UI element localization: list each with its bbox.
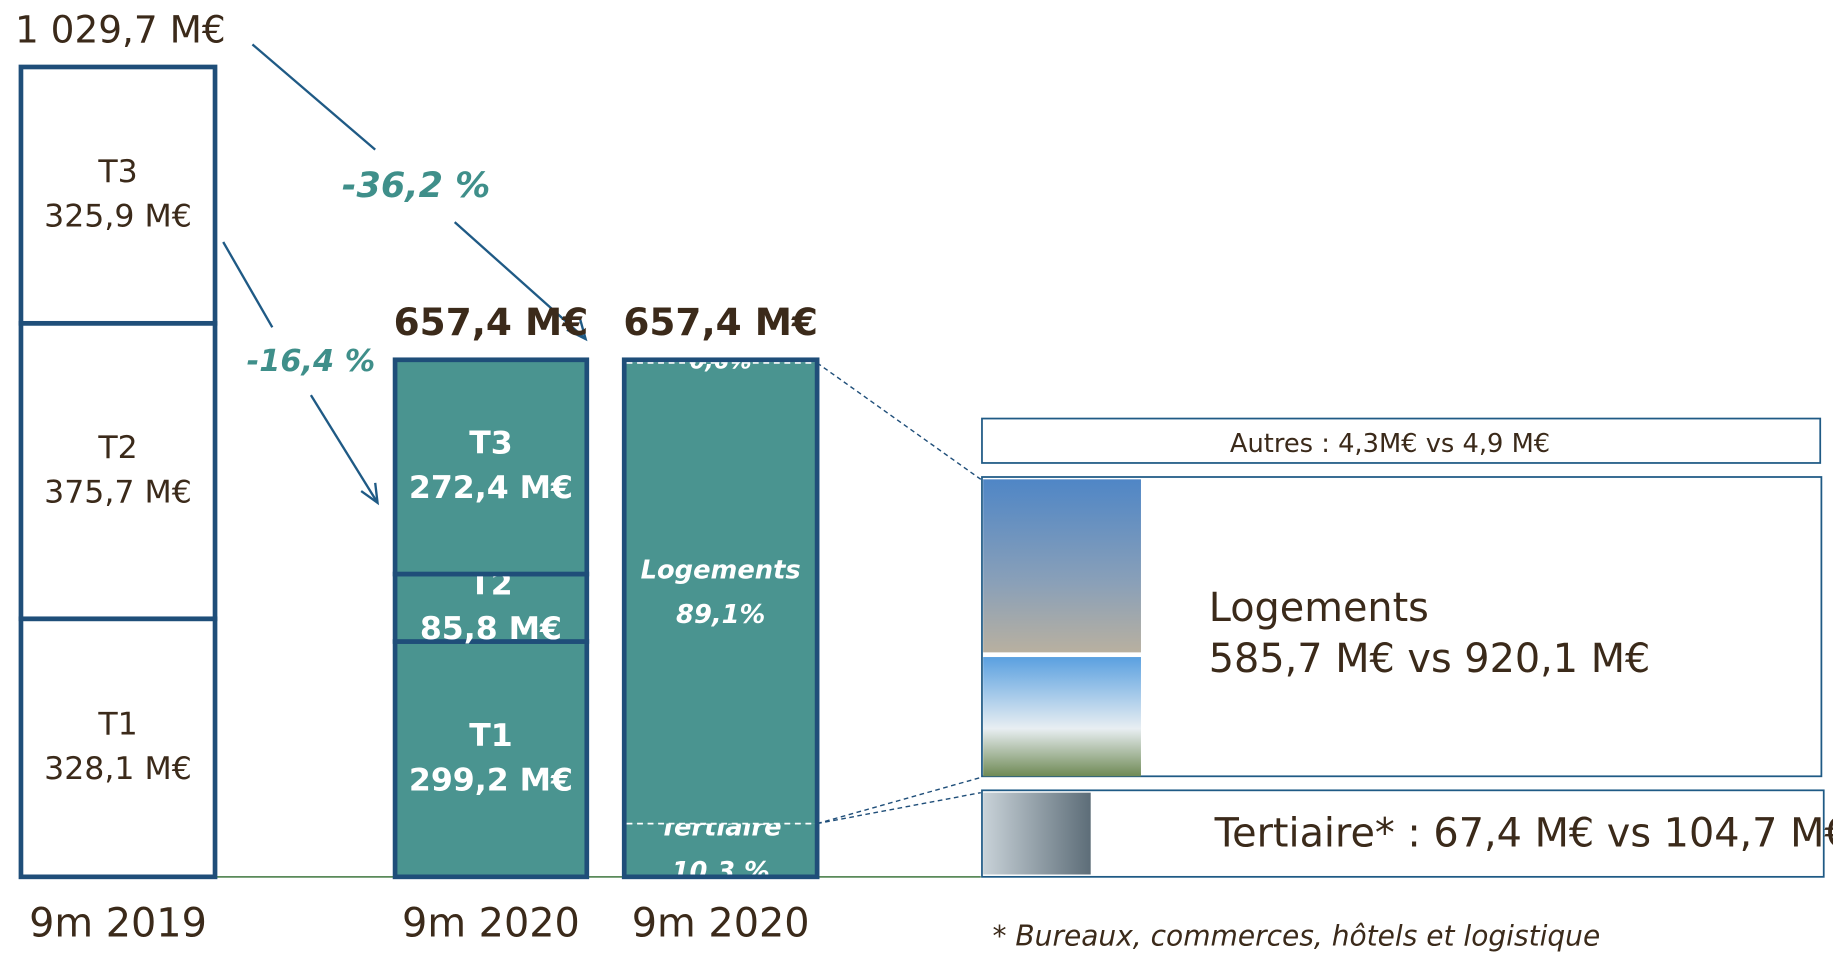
footnote: * Bureaux, commerces, hôtels et logistiq… <box>992 920 1600 953</box>
segment-value: 85,8 M€ <box>420 611 562 647</box>
bar-outline <box>621 357 820 880</box>
bar-segment <box>392 571 590 644</box>
segment-value: 10,3 % <box>672 857 770 887</box>
tertiaire-box <box>981 789 1825 878</box>
bar-segment <box>18 616 218 880</box>
annotation: -36,2 % <box>342 165 490 206</box>
connector <box>816 791 981 825</box>
x-tick-label: 9m 2020 <box>632 900 810 946</box>
autres-box <box>981 417 1822 464</box>
logements-box <box>981 476 1823 778</box>
photo <box>983 792 1091 875</box>
logements-value: 585,7 M€ vs 920,1 M€ <box>1209 636 1651 682</box>
connector <box>816 362 982 480</box>
arrows <box>222 43 588 506</box>
connector <box>816 776 981 825</box>
segment-name: T3 <box>469 426 512 462</box>
segment-name: Logements <box>641 556 801 586</box>
segment-value: 328,1 M€ <box>44 751 192 787</box>
bar-segment <box>18 64 218 326</box>
x-tick-label: 9m 2020 <box>402 900 580 946</box>
bar-segment <box>624 823 818 877</box>
annotation: -16,4 % <box>247 344 376 379</box>
photo <box>983 657 1141 777</box>
bar-segment <box>18 320 218 622</box>
total-label: 657,4 M€ <box>623 300 818 344</box>
arrow <box>222 241 274 328</box>
segment-value: 325,9 M€ <box>44 198 192 234</box>
bar-segment <box>392 639 590 880</box>
total-label: 1 029,7 M€ <box>15 7 226 51</box>
segment-name: T1 <box>469 718 512 754</box>
photo <box>983 479 1141 653</box>
arrow <box>309 394 379 504</box>
autres-label: Autres : 4,3M€ vs 4,9 M€ <box>1230 429 1550 459</box>
arrow-head <box>566 317 588 342</box>
segment-value: 299,2 M€ <box>409 762 573 798</box>
segment-value: 375,7 M€ <box>44 474 192 510</box>
segment-value: 272,4 M€ <box>409 470 573 506</box>
total-label: 657,4 M€ <box>394 300 589 344</box>
segment-name: T3 <box>97 154 137 190</box>
bar-segment <box>624 362 818 824</box>
segment-name: T2 <box>97 430 137 466</box>
logements-title: Logements <box>1209 585 1429 631</box>
segment-value: 89,1% <box>676 600 765 630</box>
segment-name: T1 <box>97 707 137 743</box>
tertiaire-label: Tertiaire* : 67,4 M€ vs 104,7 M€ <box>1214 810 1833 856</box>
x-tick-label: 9m 2019 <box>29 900 207 946</box>
bar-segment <box>392 357 590 577</box>
arrow-head <box>360 482 380 506</box>
arrow <box>251 43 376 151</box>
arrow <box>453 221 587 340</box>
